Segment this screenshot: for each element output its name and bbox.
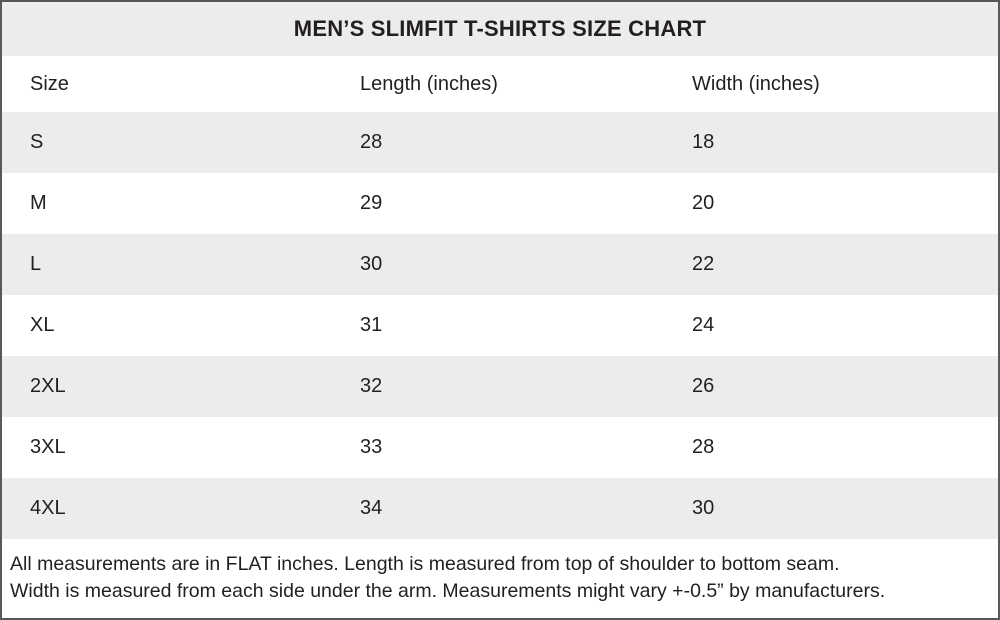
length-cell: 29: [360, 192, 383, 214]
size-cell: L: [30, 253, 42, 275]
footnote-line-1: All measurements are in FLAT inches. Len…: [10, 553, 840, 575]
length-cell: 33: [360, 436, 383, 458]
footnote-line-2: Width is measured from each side under t…: [10, 580, 886, 602]
width-cell: 22: [692, 253, 715, 275]
size-cell: 2XL: [30, 375, 66, 397]
length-cell: 30: [360, 253, 383, 275]
length-cell: 34: [360, 497, 383, 519]
title-bar: MEN’S SLIMFIT T-SHIRTS SIZE CHART: [2, 2, 998, 56]
size-cell: S: [30, 131, 44, 153]
table-row: 3XL 33 28: [2, 417, 998, 478]
width-cell: 28: [692, 436, 715, 458]
column-header-width: Width (inches): [692, 72, 820, 95]
page-title: MEN’S SLIMFIT T-SHIRTS SIZE CHART: [293, 16, 707, 41]
length-cell: 32: [360, 375, 383, 397]
size-table: Size Length (inches) Width (inches) S 28…: [2, 56, 998, 539]
size-table-body: S 28 18 M 29 20 L 30 22 XL 31 24 2XL 32: [2, 112, 998, 539]
size-cell: 4XL: [30, 497, 66, 519]
table-row: S 28 18: [2, 112, 998, 173]
size-cell: 3XL: [30, 436, 66, 458]
table-row: M 29 20: [2, 173, 998, 234]
column-header-size: Size: [30, 72, 69, 95]
table-row: 2XL 32 26: [2, 356, 998, 417]
width-cell: 18: [692, 131, 715, 153]
width-cell: 30: [692, 497, 715, 519]
header-row: Size Length (inches) Width (inches): [2, 56, 998, 112]
size-cell: M: [30, 192, 47, 214]
width-cell: 26: [692, 375, 715, 397]
table-row: 4XL 34 30: [2, 478, 998, 539]
length-cell: 31: [360, 314, 383, 336]
table-row: L 30 22: [2, 234, 998, 295]
table-row: XL 31 24: [2, 295, 998, 356]
width-cell: 24: [692, 314, 715, 336]
length-cell: 28: [360, 131, 383, 153]
column-header-length: Length (inches): [360, 72, 498, 95]
width-cell: 20: [692, 192, 715, 214]
measurement-footnote: All measurements are in FLAT inches. Len…: [2, 539, 998, 618]
size-table-header: Size Length (inches) Width (inches): [2, 56, 998, 112]
size-cell: XL: [30, 314, 55, 336]
